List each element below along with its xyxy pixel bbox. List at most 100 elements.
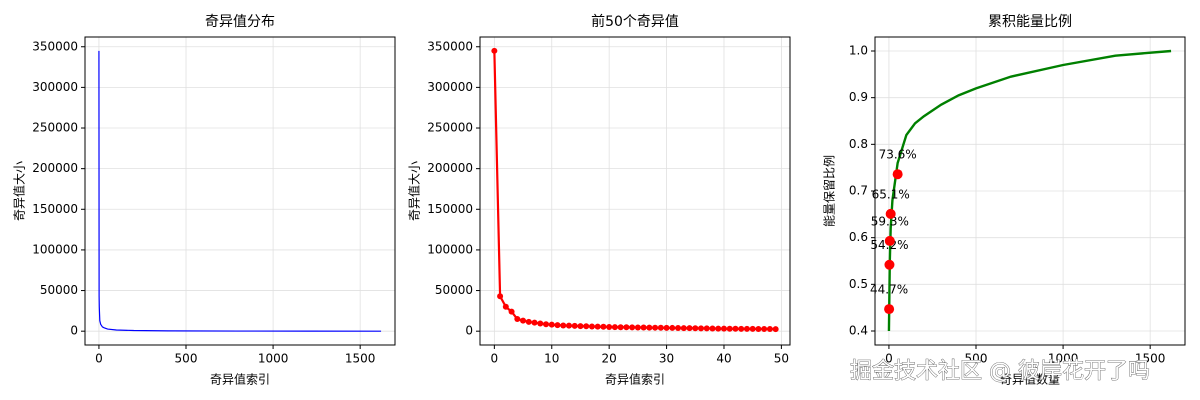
data-point (548, 321, 555, 328)
data-point (885, 208, 896, 219)
x-tick-label: 1500 (345, 352, 376, 366)
data-point (726, 325, 733, 332)
data-point (600, 323, 607, 330)
data-label: 73.6% (879, 148, 917, 162)
x-tick-label: 50 (774, 352, 789, 366)
data-point (537, 320, 544, 327)
y-tick-label: 150000 (32, 202, 78, 216)
y-tick-label: 300000 (427, 80, 473, 94)
data-point (738, 325, 745, 332)
y-tick-label: 50000 (40, 283, 78, 297)
data-point (663, 324, 670, 331)
data-point (772, 326, 779, 333)
data-point (588, 323, 595, 330)
data-point (502, 303, 509, 310)
x-tick-label: 1000 (1048, 352, 1079, 366)
data-point (629, 324, 636, 331)
chart-title: 累积能量比例 (988, 14, 1072, 30)
data-point (884, 235, 895, 246)
data-point (703, 325, 710, 332)
x-axis-label: 奇异值索引 (605, 372, 665, 387)
x-tick-label: 10 (544, 352, 559, 366)
plot-frame (84, 36, 396, 346)
x-tick-label: 1000 (258, 352, 289, 366)
data-point (715, 325, 722, 332)
data-point (508, 308, 515, 315)
data-point (732, 325, 739, 332)
data-line (493, 50, 776, 331)
data-point (565, 322, 572, 329)
watermark: 掘金技术社区 @ 彼岸花开了吗 (850, 359, 1150, 384)
plot-frame (479, 36, 791, 346)
y-tick-label: 250000 (427, 121, 473, 135)
data-line (98, 50, 382, 332)
data-point (743, 325, 750, 332)
data-point (892, 169, 903, 180)
x-tick-label: 500 (965, 352, 988, 366)
data-point (669, 324, 676, 331)
x-axis-label: 奇异值索引 (210, 372, 270, 387)
x-tick-label: 0 (95, 352, 103, 366)
y-tick-label: 0.4 (849, 324, 868, 338)
y-tick-label: 250000 (32, 121, 78, 135)
data-point (692, 325, 699, 332)
data-point (646, 324, 653, 331)
y-tick-label: 150000 (427, 202, 473, 216)
data-label: 44.7% (870, 283, 908, 297)
x-tick-label: 0 (885, 352, 893, 366)
plot-frame (874, 36, 1186, 346)
data-point (491, 47, 498, 54)
data-point (611, 324, 618, 331)
data-point (698, 325, 705, 332)
x-tick-label: 0 (491, 352, 499, 366)
y-tick-label: 0.6 (849, 230, 868, 244)
data-point (755, 325, 762, 332)
data-point (520, 317, 527, 324)
data-point (543, 321, 550, 328)
data-point (525, 318, 532, 325)
data-point (554, 322, 561, 329)
y-tick-label: 0.5 (849, 277, 868, 291)
data-point (749, 325, 756, 332)
x-tick-label: 1500 (1135, 352, 1166, 366)
x-tick-label: 30 (659, 352, 674, 366)
data-label: 59.3% (871, 214, 909, 228)
data-point (884, 259, 895, 270)
y-tick-label: 0 (465, 324, 473, 338)
data-point (634, 324, 641, 331)
chart-title: 奇异值分布 (205, 13, 275, 30)
data-point (720, 325, 727, 332)
data-point (497, 293, 504, 300)
y-tick-label: 200000 (32, 161, 78, 175)
y-tick-label: 200000 (427, 161, 473, 175)
data-point (571, 322, 578, 329)
data-point (884, 304, 895, 315)
data-point (766, 326, 773, 333)
y-tick-label: 300000 (32, 80, 78, 94)
data-label: 65.1% (872, 187, 910, 201)
x-tick-label: 500 (175, 352, 198, 366)
data-point (531, 319, 538, 326)
data-point (675, 325, 682, 332)
data-point (617, 324, 624, 331)
data-point (640, 324, 647, 331)
y-tick-label: 100000 (427, 242, 473, 256)
data-point (577, 323, 584, 330)
y-tick-label: 0.9 (849, 90, 868, 104)
x-axis-label: 奇异值数量 (1000, 372, 1060, 387)
y-tick-label: 350000 (427, 39, 473, 53)
y-tick-label: 0.8 (849, 137, 868, 151)
data-point (657, 324, 664, 331)
data-point (606, 323, 613, 330)
data-point (560, 322, 567, 329)
data-point (709, 325, 716, 332)
data-point (680, 325, 687, 332)
y-tick-label: 0 (70, 324, 78, 338)
y-tick-label: 1.0 (849, 44, 868, 58)
data-line (887, 49, 1172, 332)
data-point (514, 315, 521, 322)
data-point (594, 323, 601, 330)
chart-title: 前50个奇异值 (591, 13, 679, 30)
data-point (623, 324, 630, 331)
